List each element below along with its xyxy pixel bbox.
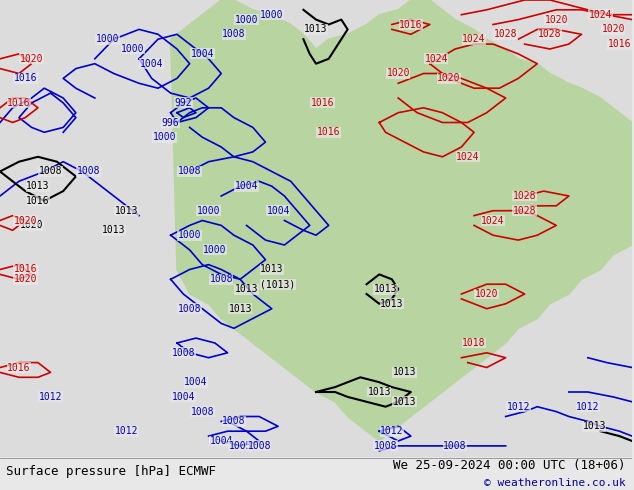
Polygon shape (171, 0, 632, 441)
Text: 1013: 1013 (374, 284, 398, 294)
Text: 1016: 1016 (399, 20, 423, 29)
Text: 1020: 1020 (13, 274, 37, 284)
Text: 1000: 1000 (235, 15, 258, 24)
Text: 1013: 1013 (368, 387, 391, 397)
Text: 1013: 1013 (583, 421, 606, 431)
Text: 1008: 1008 (247, 441, 271, 451)
Text: © weatheronline.co.uk: © weatheronline.co.uk (484, 478, 626, 488)
Text: 1020: 1020 (20, 220, 43, 230)
Text: 1004: 1004 (235, 181, 258, 191)
Text: 1016: 1016 (317, 127, 340, 137)
Text: 1012: 1012 (576, 402, 600, 412)
Text: 1024: 1024 (589, 10, 612, 20)
Text: 1016: 1016 (13, 74, 37, 83)
Text: 1000: 1000 (178, 230, 202, 240)
Text: 1012: 1012 (507, 402, 530, 412)
Text: 1020: 1020 (20, 54, 43, 64)
Text: 1024: 1024 (462, 34, 486, 44)
Text: 1016: 1016 (7, 98, 30, 108)
Text: 1008: 1008 (222, 416, 245, 426)
Text: 1020: 1020 (387, 69, 410, 78)
Text: 996: 996 (162, 118, 179, 127)
Text: 1020: 1020 (602, 24, 625, 34)
Text: 1024: 1024 (424, 54, 448, 64)
Text: 1008: 1008 (374, 441, 398, 451)
Text: 1013: 1013 (380, 299, 404, 309)
Text: 1016: 1016 (607, 39, 631, 49)
Text: 1013: 1013 (235, 284, 258, 294)
Text: 1020: 1020 (545, 15, 568, 24)
Text: 992: 992 (174, 98, 192, 108)
Text: 1000: 1000 (260, 10, 283, 20)
Text: 1013: 1013 (102, 225, 126, 235)
Text: 1013: 1013 (115, 206, 138, 216)
Text: 1004: 1004 (140, 59, 164, 69)
Text: 1020: 1020 (475, 289, 498, 299)
Text: 1005: 1005 (228, 441, 252, 451)
Text: 1008: 1008 (443, 441, 467, 451)
Text: 1020: 1020 (437, 74, 460, 83)
Text: 1028: 1028 (513, 206, 536, 216)
Text: 1013: 1013 (26, 181, 49, 191)
Text: 1008: 1008 (172, 348, 195, 358)
Text: 1016: 1016 (311, 98, 334, 108)
Text: (1013): (1013) (261, 279, 295, 289)
Text: 1008: 1008 (39, 167, 62, 176)
Text: 1000: 1000 (96, 34, 119, 44)
Text: 1024: 1024 (481, 216, 505, 225)
Text: 1000: 1000 (153, 132, 176, 142)
Text: 1016: 1016 (26, 196, 49, 206)
Text: 1013: 1013 (260, 265, 283, 274)
Text: 1012: 1012 (380, 426, 404, 436)
Text: 1016: 1016 (7, 363, 30, 372)
Text: 1020: 1020 (13, 216, 37, 225)
Text: 1018: 1018 (462, 338, 486, 348)
Text: 1000: 1000 (203, 245, 227, 255)
Text: 1000: 1000 (197, 206, 221, 216)
Text: 1016: 1016 (13, 265, 37, 274)
Text: 1008: 1008 (190, 407, 214, 416)
Text: 1004: 1004 (184, 377, 208, 387)
Text: 1008: 1008 (178, 304, 202, 314)
Text: 1004: 1004 (172, 392, 195, 402)
Text: 1008: 1008 (209, 274, 233, 284)
Text: Surface pressure [hPa] ECMWF: Surface pressure [hPa] ECMWF (6, 465, 216, 478)
Text: 1004: 1004 (266, 206, 290, 216)
Text: 1013: 1013 (228, 304, 252, 314)
Text: 1004: 1004 (209, 436, 233, 446)
Text: 1013: 1013 (393, 368, 417, 377)
Text: 1028: 1028 (538, 29, 562, 39)
Text: 1008: 1008 (77, 167, 100, 176)
Text: 1024: 1024 (456, 152, 479, 162)
Text: 1004: 1004 (190, 49, 214, 59)
Text: 1013: 1013 (304, 24, 328, 34)
Text: 1000: 1000 (121, 44, 145, 54)
Text: 1012: 1012 (115, 426, 138, 436)
Text: 1028: 1028 (513, 191, 536, 201)
Text: 1013: 1013 (393, 397, 417, 407)
Text: We 25-09-2024 00:00 UTC (18+06): We 25-09-2024 00:00 UTC (18+06) (393, 459, 626, 472)
Text: 1012: 1012 (39, 392, 62, 402)
Text: 1008: 1008 (178, 167, 202, 176)
Text: 1028: 1028 (494, 29, 517, 39)
Text: 1008: 1008 (222, 29, 245, 39)
